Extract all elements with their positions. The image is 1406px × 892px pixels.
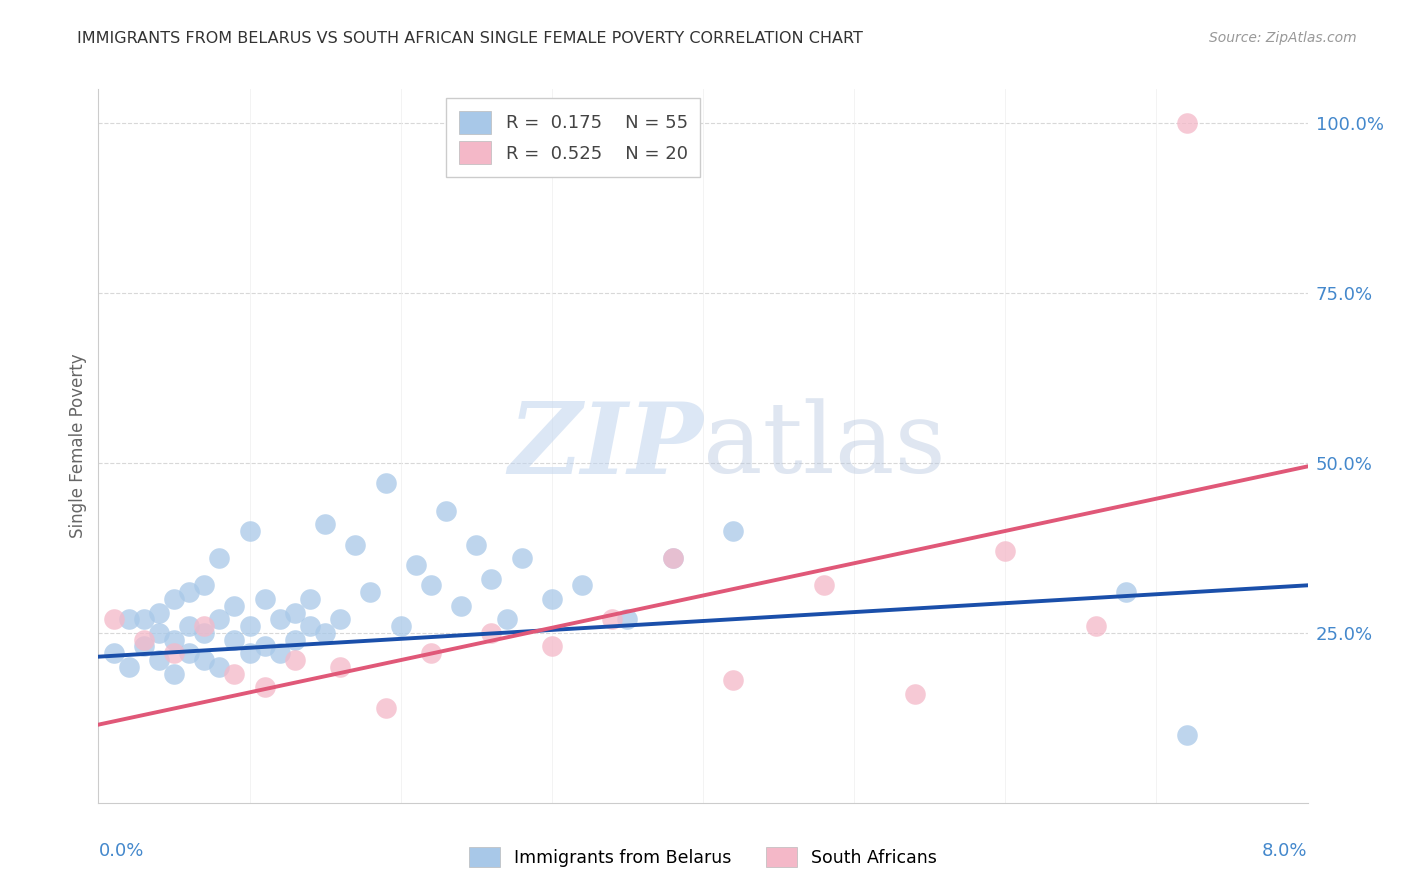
Point: [540, 640, 562, 654]
Point: [723, 524, 745, 538]
Point: [132, 612, 155, 626]
Point: [1175, 728, 1198, 742]
Point: [420, 646, 443, 660]
Legend: Immigrants from Belarus, South Africans: Immigrants from Belarus, South Africans: [463, 840, 943, 874]
Point: [661, 551, 683, 566]
Point: [813, 578, 835, 592]
Point: [253, 640, 276, 654]
Point: [253, 680, 276, 694]
Point: [284, 606, 307, 620]
Point: [510, 551, 533, 566]
Legend: R =  0.175    N = 55, R =  0.525    N = 20: R = 0.175 N = 55, R = 0.525 N = 20: [446, 98, 700, 178]
Point: [239, 524, 262, 538]
Point: [118, 612, 141, 626]
Point: [193, 626, 215, 640]
Point: [103, 646, 125, 660]
Point: [602, 612, 624, 626]
Point: [179, 619, 201, 633]
Point: [540, 591, 562, 606]
Point: [389, 619, 412, 633]
Point: [571, 578, 593, 592]
Point: [481, 626, 503, 640]
Point: [1085, 619, 1108, 633]
Point: [374, 700, 396, 714]
Point: [269, 612, 291, 626]
Point: [253, 591, 276, 606]
Point: [329, 612, 352, 626]
Text: Source: ZipAtlas.com: Source: ZipAtlas.com: [1209, 31, 1357, 45]
Point: [360, 585, 382, 599]
Point: [224, 666, 246, 681]
Point: [193, 578, 215, 592]
Point: [179, 585, 201, 599]
Point: [148, 606, 170, 620]
Point: [329, 660, 352, 674]
Point: [208, 551, 231, 566]
Point: [661, 551, 683, 566]
Point: [405, 558, 427, 572]
Point: [193, 619, 215, 633]
Point: [132, 640, 155, 654]
Point: [193, 653, 215, 667]
Point: [179, 646, 201, 660]
Point: [284, 653, 307, 667]
Point: [224, 632, 246, 647]
Point: [299, 591, 322, 606]
Point: [420, 578, 443, 592]
Point: [344, 537, 367, 551]
Text: IMMIGRANTS FROM BELARUS VS SOUTH AFRICAN SINGLE FEMALE POVERTY CORRELATION CHART: IMMIGRANTS FROM BELARUS VS SOUTH AFRICAN…: [77, 31, 863, 46]
Point: [465, 537, 488, 551]
Point: [723, 673, 745, 688]
Point: [224, 599, 246, 613]
Point: [434, 503, 457, 517]
Point: [314, 626, 336, 640]
Point: [1115, 585, 1137, 599]
Point: [239, 646, 262, 660]
Text: 0.0%: 0.0%: [98, 842, 143, 860]
Point: [904, 687, 927, 701]
Point: [132, 632, 155, 647]
Point: [269, 646, 291, 660]
Point: [148, 626, 170, 640]
Point: [616, 612, 638, 626]
Point: [208, 612, 231, 626]
Point: [495, 612, 517, 626]
Point: [239, 619, 262, 633]
Point: [994, 544, 1017, 558]
Point: [299, 619, 322, 633]
Point: [163, 646, 186, 660]
Point: [208, 660, 231, 674]
Y-axis label: Single Female Poverty: Single Female Poverty: [69, 354, 87, 538]
Point: [163, 591, 186, 606]
Point: [374, 476, 396, 491]
Text: atlas: atlas: [703, 398, 946, 494]
Point: [163, 632, 186, 647]
Point: [163, 666, 186, 681]
Point: [118, 660, 141, 674]
Point: [148, 653, 170, 667]
Text: 8.0%: 8.0%: [1263, 842, 1308, 860]
Point: [103, 612, 125, 626]
Point: [1175, 116, 1198, 130]
Text: ZIP: ZIP: [508, 398, 703, 494]
Point: [284, 632, 307, 647]
Point: [450, 599, 472, 613]
Point: [314, 517, 336, 532]
Point: [481, 572, 503, 586]
